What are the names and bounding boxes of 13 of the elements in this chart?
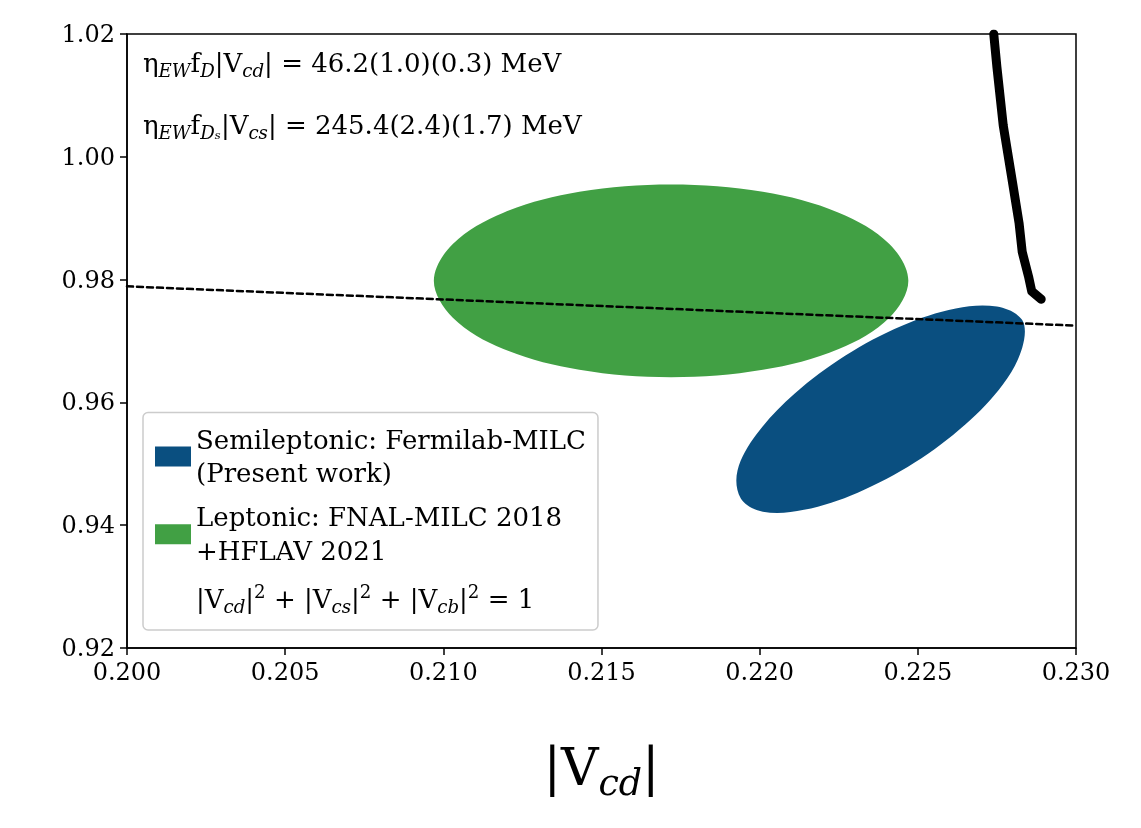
y-tick-label: 0.94 <box>61 511 115 540</box>
x-tick-label: 0.230 <box>1041 658 1111 686</box>
legend-label: Leptonic: FNAL-MILC 2018 +HFLAV 2021 <box>196 502 563 567</box>
y-tick-label: 0.98 <box>61 265 115 294</box>
x-tick-label: 0.205 <box>250 658 320 686</box>
y-tick-label: 1.00 <box>61 142 115 171</box>
x-tick-label: 0.215 <box>567 658 636 686</box>
y-tick-label: 0.96 <box>61 388 115 417</box>
legend-label: Semileptonic: Fermilab-MILC (Present work) <box>196 424 586 489</box>
x-tick-label: 0.220 <box>725 658 795 686</box>
x-tick-label: 0.210 <box>408 658 478 686</box>
x-tick-label: 0.225 <box>883 658 953 686</box>
y-tick-label: 1.02 <box>61 20 115 48</box>
